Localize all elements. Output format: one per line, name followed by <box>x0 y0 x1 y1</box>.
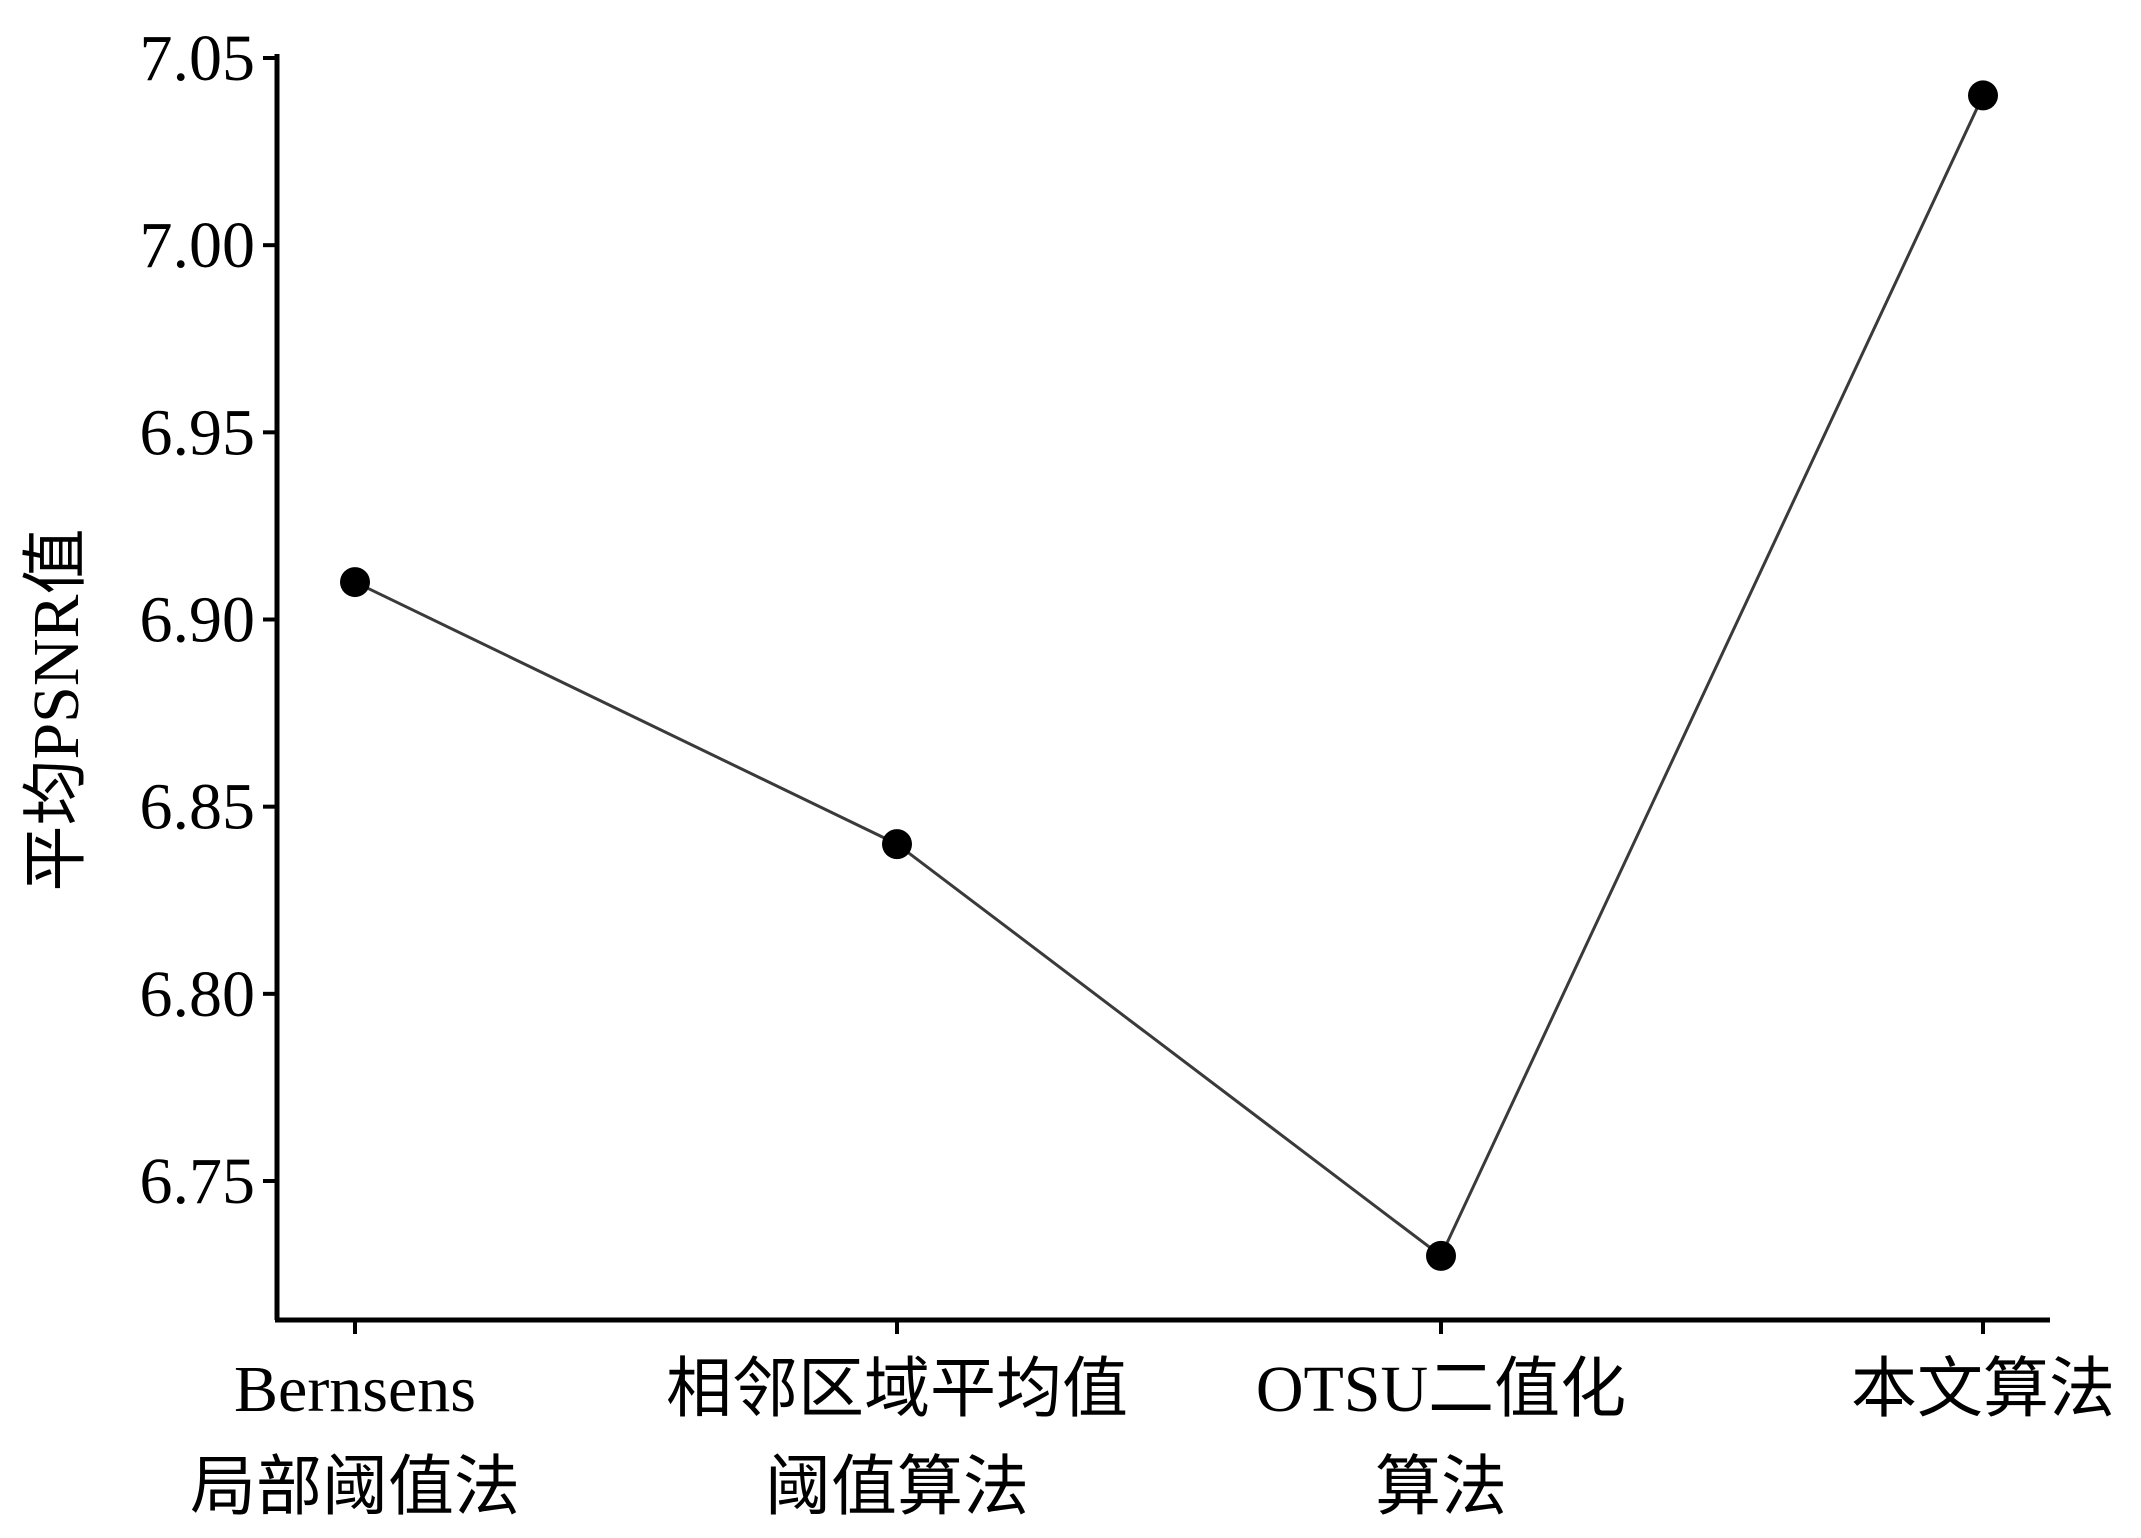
y-tick-label: 6.75 <box>140 1145 256 1218</box>
series-line <box>354 94 1985 1259</box>
data-point <box>1968 80 1998 111</box>
data-point <box>340 567 370 598</box>
x-tick-label: 局部阈值法 <box>190 1451 520 1524</box>
x-tick-label: 相邻区域平均值 <box>666 1353 1128 1426</box>
y-tick-label: 7.00 <box>140 209 256 282</box>
y-tick-label: 6.90 <box>140 584 256 657</box>
x-tick-label: 本文算法 <box>1851 1353 2115 1426</box>
x-tick-label: Bernsens <box>234 1353 476 1426</box>
x-tick-label: OTSU二值化 <box>1256 1353 1626 1426</box>
y-tick-label: 6.85 <box>140 771 256 844</box>
y-ticks: 6.75 6.80 6.85 6.90 6.95 7.00 7.05 <box>140 22 277 1218</box>
x-tick-label: 算法 <box>1375 1451 1507 1524</box>
y-tick-label: 6.80 <box>140 958 256 1031</box>
data-point <box>882 829 912 860</box>
data-series <box>340 80 1998 1271</box>
axes <box>274 54 2050 1323</box>
y-tick-label: 7.05 <box>140 22 256 95</box>
data-point <box>1426 1240 1456 1271</box>
y-axis-label: 平均PSNR值 <box>20 528 93 891</box>
x-tick-label: 阈值算法 <box>765 1451 1029 1524</box>
y-tick-label: 6.95 <box>140 396 256 469</box>
